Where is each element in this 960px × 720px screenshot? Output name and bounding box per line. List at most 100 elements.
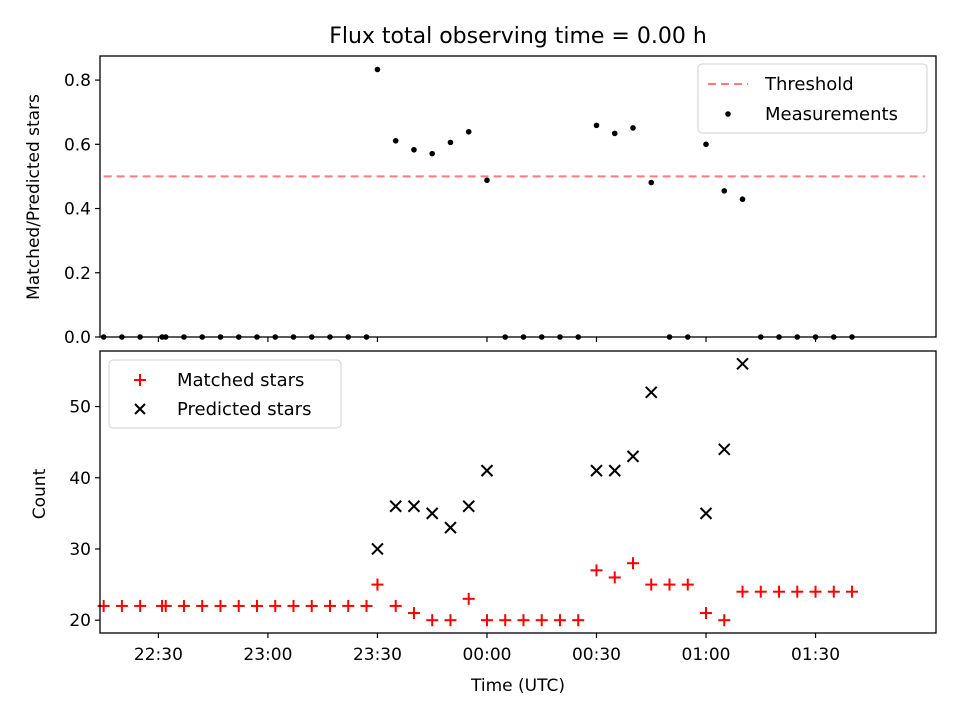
top-ytick-label: 0.4	[64, 200, 91, 220]
matched-point	[517, 614, 530, 627]
matched-point	[287, 599, 300, 612]
matched-point	[846, 585, 859, 598]
bottom-xtick-label: 23:30	[353, 645, 402, 665]
matched-point	[608, 571, 621, 584]
predicted-point	[699, 507, 713, 520]
top-legend: Threshold Measurements	[697, 63, 928, 134]
bottom-ylabel: Count	[30, 468, 50, 519]
matched-point	[645, 578, 658, 591]
bottom-points	[97, 357, 859, 627]
matched-point	[389, 599, 402, 612]
matched-point	[323, 599, 336, 612]
bottom-ytick-label: 50	[69, 398, 91, 418]
matched-point	[305, 599, 318, 612]
measurement-point	[721, 188, 728, 194]
predicted-point	[444, 521, 457, 534]
legend-threshold-label: Threshold	[764, 74, 854, 95]
predicted-point	[626, 450, 640, 463]
matched-point	[754, 585, 767, 598]
matched-point	[827, 585, 840, 598]
legend-measurements-label: Measurements	[765, 104, 898, 125]
predicted-point	[608, 464, 621, 477]
matched-point	[663, 578, 676, 591]
measurement-point	[392, 137, 399, 144]
matched-point	[626, 557, 639, 570]
bottom-xtick-label: 23:00	[243, 645, 292, 665]
top-ytick-label: 0.8	[64, 71, 91, 91]
matched-point	[115, 599, 128, 612]
measurement-point	[648, 179, 655, 186]
matched-point	[407, 607, 420, 620]
measurement-point	[611, 130, 618, 137]
bottom-ytick-label: 40	[69, 469, 91, 489]
matched-point	[371, 578, 384, 591]
predicted-point	[407, 500, 421, 513]
matched-point	[718, 614, 731, 627]
matched-point	[269, 599, 282, 612]
legend-predicted-swatch	[134, 403, 146, 415]
matched-point	[681, 578, 694, 591]
predicted-point	[426, 507, 439, 520]
top-ytick-label: 0.2	[64, 264, 91, 284]
matched-point	[773, 585, 786, 598]
matched-point	[342, 599, 355, 612]
matched-point	[159, 599, 172, 612]
top-title: Flux total observing time = 0.00 h	[329, 24, 707, 49]
top-panel: Flux total observing time = 0.00 h Match…	[24, 24, 937, 348]
bottom-xtick-label: 22:30	[134, 645, 183, 665]
matched-point	[444, 614, 457, 627]
bottom-legend: Matched stars Predicted stars	[108, 359, 342, 429]
bottom-panel: Count Time (UTC) 20 30 40 50 22:30 23:00 23:30…	[30, 350, 937, 696]
bottom-xtick-label: 01:00	[682, 645, 731, 665]
measurement-point	[703, 141, 709, 148]
predicted-point	[718, 443, 731, 456]
bottom-legend-box	[108, 359, 342, 429]
bottom-xlabel: Time (UTC)	[470, 676, 565, 696]
bottom-ytick-label: 20	[69, 611, 91, 631]
matched-point	[553, 614, 566, 627]
bottom-xtick-label: 00:30	[572, 645, 621, 665]
top-legend-box	[697, 63, 928, 134]
legend-measurement-swatch	[725, 111, 731, 117]
top-ylabel: Matched/Predicted stars	[24, 94, 44, 300]
bottom-axes-frame	[99, 350, 937, 634]
bottom-xtick-label: 00:00	[462, 645, 511, 665]
measurement-point	[593, 122, 600, 129]
matched-point	[736, 585, 749, 598]
measurement-point	[465, 128, 472, 135]
predicted-point	[590, 464, 603, 477]
bottom-xtick-label: 01:30	[791, 645, 840, 665]
matched-point	[134, 599, 147, 612]
measurement-point	[429, 150, 436, 157]
matched-point	[177, 599, 190, 612]
matched-point	[572, 614, 585, 627]
predicted-point	[371, 542, 384, 556]
top-ticks: 0.0 0.2 0.4 0.6 0.8	[64, 71, 817, 348]
matched-point	[462, 592, 475, 605]
matched-point	[232, 599, 245, 612]
matched-point	[214, 599, 227, 612]
measurement-point	[739, 196, 746, 203]
legend-matched-label: Matched stars	[177, 370, 304, 391]
bottom-ticks: 20 30 40 50 22:30 23:00 23:30 00:00 00:30 01:00 01…	[69, 398, 840, 665]
predicted-point	[645, 386, 658, 399]
matched-point	[426, 614, 439, 627]
predicted-point	[736, 357, 749, 371]
predicted-point	[389, 500, 402, 513]
matched-point	[590, 564, 603, 577]
matched-point	[791, 585, 804, 598]
matched-point	[480, 614, 493, 627]
legend-matched-swatch	[134, 374, 146, 386]
matched-point	[700, 607, 713, 620]
matched-point	[499, 614, 512, 627]
top-axes-frame	[99, 55, 937, 338]
measurement-point	[411, 146, 417, 153]
top-ytick-label: 0.6	[64, 135, 91, 155]
predicted-point	[480, 464, 494, 477]
top-ytick-label: 0.0	[64, 328, 91, 348]
measurement-point	[630, 125, 636, 131]
bottom-ytick-label: 30	[69, 540, 91, 560]
measurement-point	[447, 139, 454, 146]
predicted-point	[462, 500, 475, 513]
